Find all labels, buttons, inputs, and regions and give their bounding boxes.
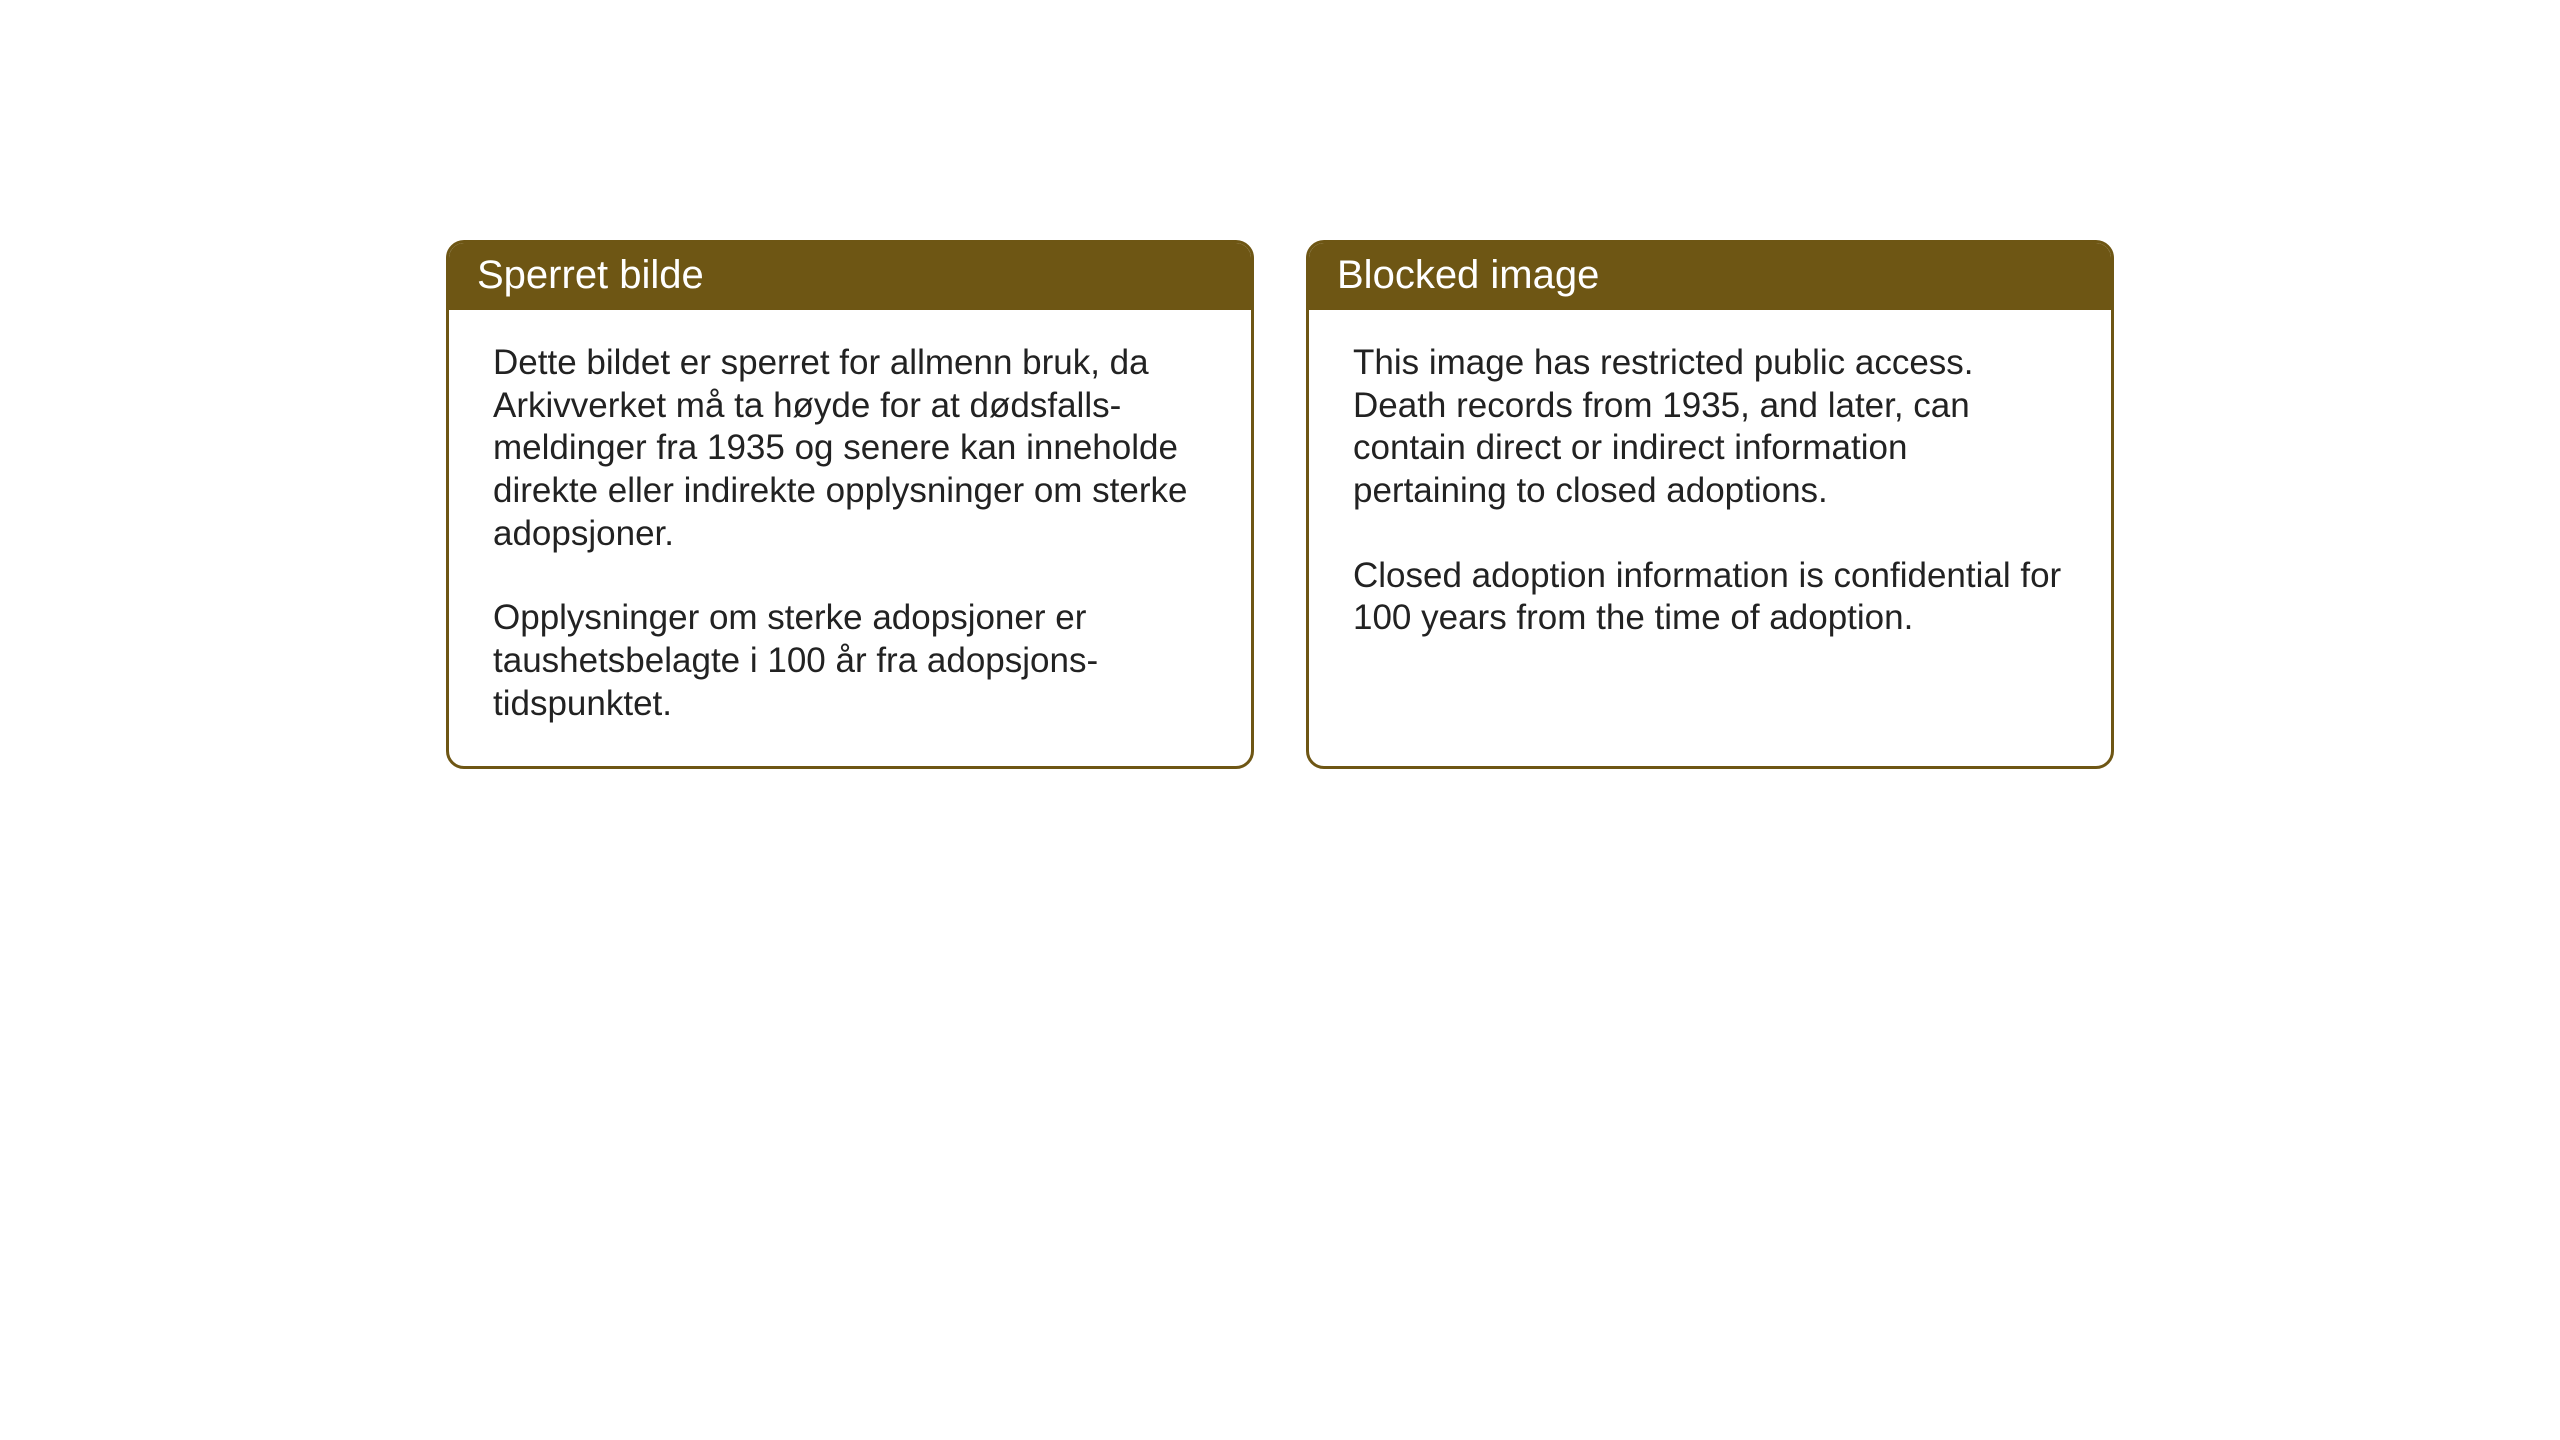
- card-paragraph-english-2: Closed adoption information is confident…: [1353, 555, 2067, 640]
- notice-card-english: Blocked image This image has restricted …: [1306, 240, 2114, 769]
- card-header-norwegian: Sperret bilde: [449, 243, 1251, 310]
- notice-container: Sperret bilde Dette bildet er sperret fo…: [446, 240, 2114, 769]
- card-header-english: Blocked image: [1309, 243, 2111, 310]
- card-paragraph-norwegian-2: Opplysninger om sterke adopsjoner er tau…: [493, 597, 1207, 725]
- notice-card-norwegian: Sperret bilde Dette bildet er sperret fo…: [446, 240, 1254, 769]
- card-title-norwegian: Sperret bilde: [477, 253, 704, 297]
- card-body-norwegian: Dette bildet er sperret for allmenn bruk…: [449, 310, 1251, 766]
- card-body-english: This image has restricted public access.…: [1309, 310, 2111, 750]
- card-paragraph-english-1: This image has restricted public access.…: [1353, 342, 2067, 513]
- card-paragraph-norwegian-1: Dette bildet er sperret for allmenn bruk…: [493, 342, 1207, 555]
- card-title-english: Blocked image: [1337, 253, 1599, 297]
